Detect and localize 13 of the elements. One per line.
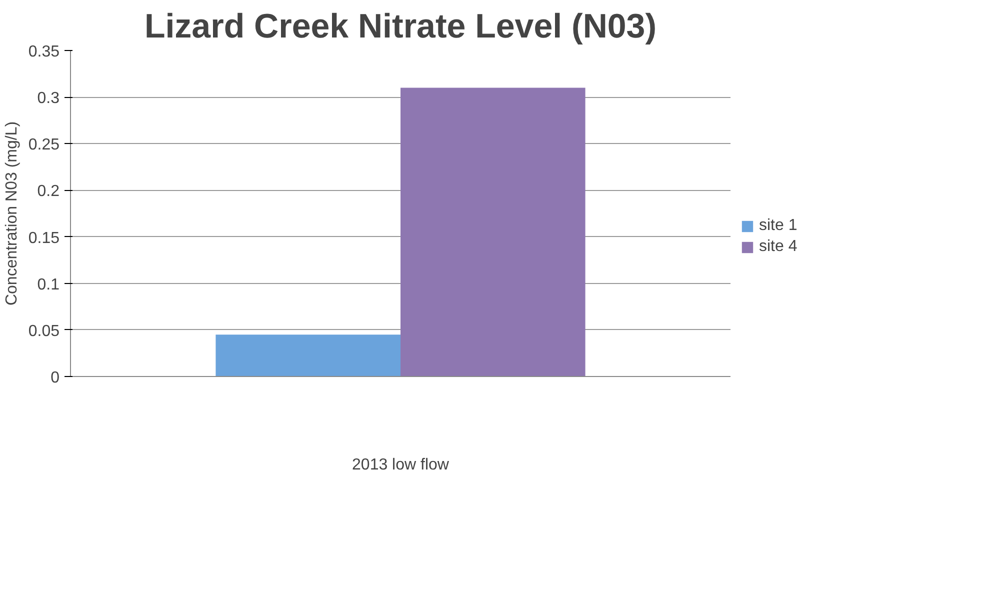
y-axis-title: Concentration N03 (mg/L) (3, 121, 20, 306)
legend-label: site 1 (759, 217, 798, 235)
y-tick-label: 0.35 (28, 44, 60, 60)
y-tick-label: 0.15 (28, 230, 60, 247)
y-tick-label: 0 (50, 370, 60, 386)
x-axis-title: 2013 low flow (352, 456, 450, 474)
y-tick-label: 0.25 (28, 136, 60, 154)
chart-title: Lizard Creek Nitrate Level (N03) (144, 8, 657, 46)
y-tick-label: 0.3 (37, 90, 60, 108)
y-tick-label: 0.1 (37, 276, 60, 294)
y-tick-label: 0.2 (37, 183, 60, 200)
legend-label: site 4 (759, 238, 798, 256)
y-tick-label: 0.05 (28, 322, 60, 340)
